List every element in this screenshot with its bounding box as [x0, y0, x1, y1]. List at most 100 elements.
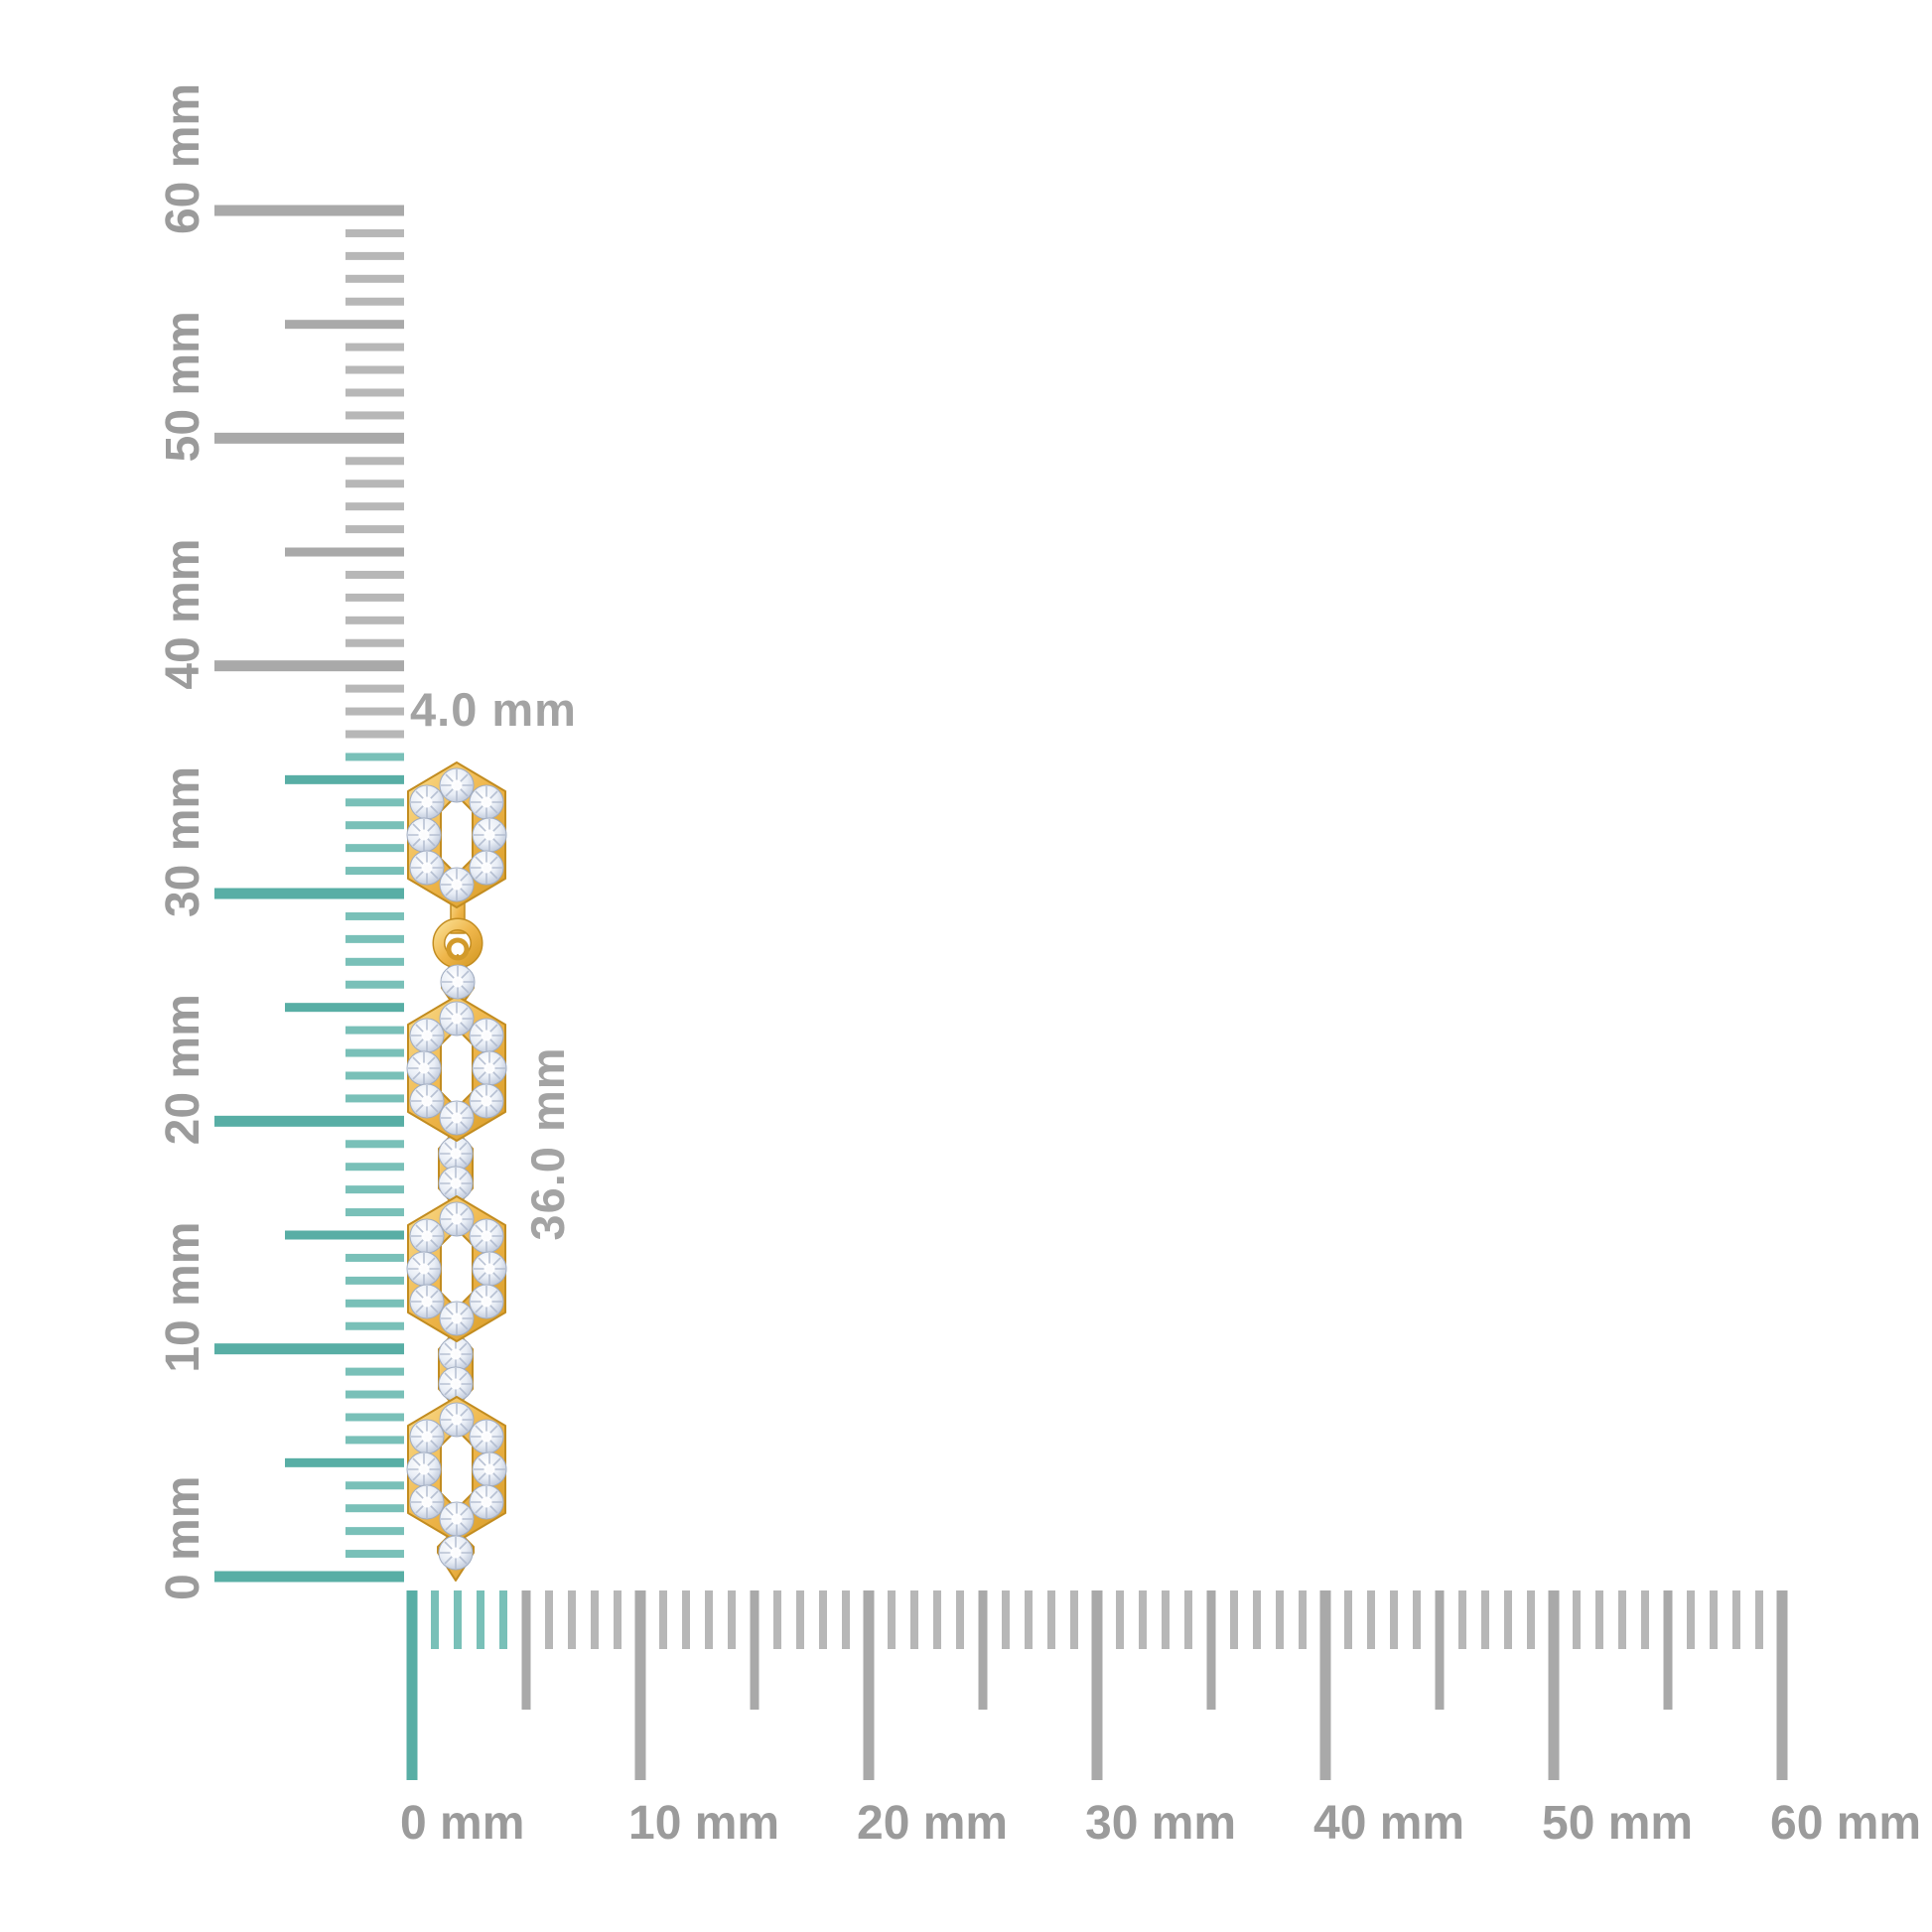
- earring-stem-2: [439, 1130, 473, 1207]
- v-ruler-tick-55mm: [285, 320, 404, 330]
- v-ruler-tick-13mm: [345, 1276, 404, 1285]
- v-ruler-label-60mm: 60 mm: [157, 83, 209, 234]
- h-ruler-label-30mm: 30 mm: [1085, 1797, 1236, 1850]
- v-ruler-tick-34mm: [345, 798, 404, 807]
- v-ruler-tick-8mm: [345, 1390, 404, 1399]
- h-ruler-tick-18mm: [819, 1590, 827, 1649]
- width-measurement-label: 4.0 mm: [410, 683, 577, 736]
- v-ruler-tick-30mm: [214, 888, 404, 899]
- v-ruler-tick-20mm: [214, 1115, 404, 1127]
- h-ruler-tick-2mm: [454, 1590, 462, 1649]
- h-ruler-tick-17mm: [796, 1590, 804, 1649]
- v-ruler-tick-3mm: [345, 1504, 404, 1513]
- v-ruler-tick-56mm: [345, 297, 404, 306]
- diamond-stone: [440, 964, 476, 1000]
- v-ruler-tick-49mm: [345, 457, 404, 466]
- h-ruler-tick-53mm: [1618, 1590, 1626, 1649]
- earring-bail-ring: [434, 919, 482, 967]
- diamond-stone: [438, 1535, 474, 1571]
- v-ruler-tick-9mm: [345, 1367, 404, 1376]
- h-ruler-label-10mm: 10 mm: [628, 1797, 779, 1850]
- v-ruler-tick-41mm: [345, 638, 404, 647]
- h-ruler-tick-33mm: [1162, 1590, 1170, 1649]
- h-ruler-tick-29mm: [1070, 1590, 1078, 1649]
- v-ruler-tick-42mm: [345, 616, 404, 624]
- v-ruler-label-30mm: 30 mm: [157, 766, 209, 917]
- v-ruler-tick-14mm: [345, 1253, 404, 1262]
- v-ruler-tick-10mm: [214, 1343, 404, 1355]
- v-ruler-tick-45mm: [285, 547, 404, 557]
- v-ruler-tick-11mm: [345, 1321, 404, 1330]
- h-ruler-tick-51mm: [1573, 1590, 1581, 1649]
- h-ruler-tick-15mm: [750, 1590, 759, 1710]
- h-ruler-tick-12mm: [682, 1590, 690, 1649]
- v-ruler-tick-50mm: [214, 432, 404, 444]
- v-ruler-tick-22mm: [345, 1071, 404, 1080]
- h-ruler-tick-9mm: [614, 1590, 621, 1649]
- v-ruler-tick-27mm: [345, 957, 404, 966]
- h-ruler-tick-48mm: [1504, 1590, 1512, 1649]
- v-ruler-tick-2mm: [345, 1527, 404, 1536]
- h-ruler-label-60mm: 60 mm: [1770, 1797, 1921, 1850]
- v-ruler-tick-37mm: [345, 730, 404, 739]
- height-measurement-label: 36.0 mm: [521, 1046, 574, 1240]
- v-ruler-tick-5mm: [285, 1457, 404, 1467]
- v-ruler-tick-28mm: [345, 934, 404, 943]
- v-ruler-tick-36mm: [345, 753, 404, 761]
- h-ruler-tick-3mm: [477, 1590, 484, 1649]
- v-ruler-tick-39mm: [345, 684, 404, 693]
- h-ruler-tick-42mm: [1367, 1590, 1375, 1649]
- v-ruler-label-20mm: 20 mm: [157, 994, 209, 1145]
- h-ruler-tick-8mm: [591, 1590, 599, 1649]
- h-ruler-tick-27mm: [1025, 1590, 1033, 1649]
- h-ruler-tick-37mm: [1253, 1590, 1261, 1649]
- v-ruler-tick-46mm: [345, 525, 404, 534]
- v-ruler-tick-51mm: [345, 411, 404, 420]
- h-ruler-tick-1mm: [431, 1590, 439, 1649]
- v-ruler-label-50mm: 50 mm: [157, 311, 209, 462]
- h-ruler-tick-10mm: [634, 1590, 646, 1780]
- v-ruler-tick-58mm: [345, 251, 404, 260]
- v-ruler-label-0mm: 0 mm: [157, 1476, 209, 1600]
- h-ruler-tick-47mm: [1481, 1590, 1489, 1649]
- v-ruler-tick-26mm: [345, 980, 404, 989]
- h-ruler-tick-46mm: [1458, 1590, 1466, 1649]
- h-ruler-tick-49mm: [1527, 1590, 1535, 1649]
- v-ruler-tick-29mm: [345, 911, 404, 920]
- h-ruler-tick-60mm: [1776, 1590, 1788, 1780]
- v-ruler-tick-4mm: [345, 1481, 404, 1490]
- h-ruler-tick-32mm: [1139, 1590, 1147, 1649]
- v-ruler-tick-54mm: [345, 343, 404, 351]
- h-ruler-label-40mm: 40 mm: [1313, 1797, 1464, 1850]
- v-ruler-tick-25mm: [285, 1003, 404, 1013]
- h-ruler-tick-13mm: [705, 1590, 713, 1649]
- h-ruler-label-50mm: 50 mm: [1542, 1797, 1693, 1850]
- h-ruler-tick-22mm: [910, 1590, 918, 1649]
- h-ruler-tick-5mm: [521, 1590, 531, 1710]
- h-ruler-tick-54mm: [1641, 1590, 1649, 1649]
- h-ruler-tick-41mm: [1344, 1590, 1352, 1649]
- v-ruler-tick-15mm: [285, 1230, 404, 1240]
- h-ruler-tick-52mm: [1595, 1590, 1603, 1649]
- h-ruler-tick-57mm: [1710, 1590, 1718, 1649]
- h-ruler-tick-39mm: [1299, 1590, 1307, 1649]
- h-ruler-tick-59mm: [1755, 1590, 1763, 1649]
- h-ruler-tick-40mm: [1319, 1590, 1331, 1780]
- v-ruler-tick-24mm: [345, 1026, 404, 1035]
- h-ruler-tick-58mm: [1732, 1590, 1740, 1649]
- h-ruler-tick-43mm: [1390, 1590, 1398, 1649]
- h-ruler-tick-45mm: [1435, 1590, 1445, 1710]
- h-ruler-tick-55mm: [1663, 1590, 1673, 1710]
- earring-image: [407, 762, 506, 1582]
- v-ruler-tick-35mm: [285, 774, 404, 784]
- earring-jump-ring: [446, 937, 470, 961]
- h-ruler-tick-44mm: [1413, 1590, 1421, 1649]
- v-ruler-tick-23mm: [345, 1048, 404, 1057]
- h-ruler-label-20mm: 20 mm: [857, 1797, 1008, 1850]
- v-ruler-tick-53mm: [345, 365, 404, 374]
- h-ruler-tick-6mm: [545, 1590, 553, 1649]
- h-ruler-tick-16mm: [773, 1590, 781, 1649]
- h-ruler-tick-30mm: [1091, 1590, 1103, 1780]
- h-ruler-tick-36mm: [1230, 1590, 1238, 1649]
